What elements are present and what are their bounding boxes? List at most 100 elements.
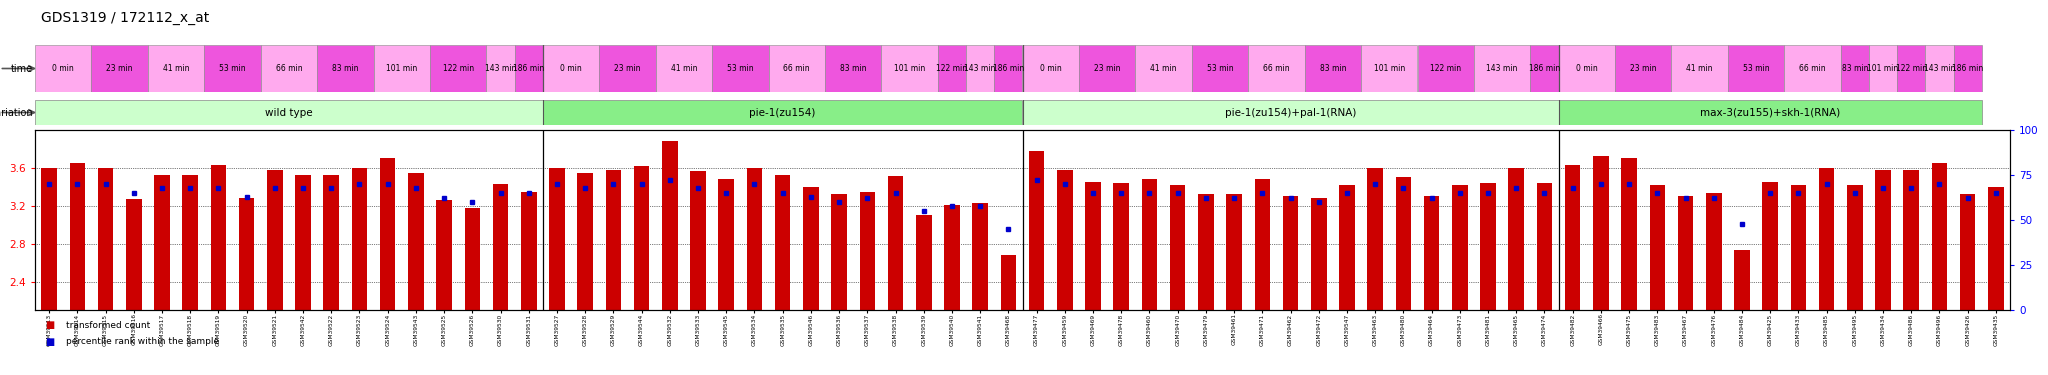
Bar: [1706, 194, 1722, 310]
Bar: [1896, 45, 1925, 92]
Text: 83 min: 83 min: [1319, 64, 1346, 73]
Bar: [944, 205, 961, 310]
Text: 122 min: 122 min: [442, 64, 473, 73]
Bar: [1362, 45, 1417, 92]
Text: wild type: wild type: [264, 108, 313, 117]
Text: pie-1(zu154): pie-1(zu154): [750, 108, 815, 117]
Bar: [373, 45, 430, 92]
Bar: [1247, 45, 1305, 92]
Bar: [748, 168, 762, 310]
Bar: [1001, 255, 1016, 310]
Bar: [317, 45, 373, 92]
Bar: [803, 187, 819, 310]
Bar: [1622, 158, 1636, 310]
Bar: [719, 179, 733, 310]
Text: 41 min: 41 min: [1151, 64, 1178, 73]
Bar: [1311, 198, 1327, 310]
Text: time: time: [10, 63, 33, 74]
Bar: [1255, 179, 1270, 310]
Bar: [1876, 170, 1890, 310]
Text: 53 min: 53 min: [219, 64, 246, 73]
Text: GDS1319 / 172112_x_at: GDS1319 / 172112_x_at: [41, 11, 209, 25]
Text: 0 min: 0 min: [1575, 64, 1597, 73]
Bar: [1593, 156, 1608, 310]
Text: 23 min: 23 min: [106, 64, 133, 73]
Bar: [1819, 168, 1835, 310]
Bar: [1022, 100, 1559, 125]
Bar: [266, 170, 283, 310]
Bar: [154, 174, 170, 310]
Bar: [578, 172, 594, 310]
Text: max-3(zu155)+skh-1(RNA): max-3(zu155)+skh-1(RNA): [1700, 108, 1841, 117]
Bar: [543, 100, 1022, 125]
Bar: [887, 176, 903, 310]
Bar: [147, 45, 205, 92]
Text: 101 min: 101 min: [1374, 64, 1405, 73]
Bar: [1452, 185, 1468, 310]
Text: 83 min: 83 min: [840, 64, 866, 73]
Bar: [1729, 45, 1784, 92]
Bar: [1847, 185, 1862, 310]
Text: 23 min: 23 min: [1094, 64, 1120, 73]
Bar: [260, 45, 317, 92]
Text: 53 min: 53 min: [1206, 64, 1233, 73]
Text: 143 min: 143 min: [965, 64, 995, 73]
Bar: [1481, 183, 1495, 310]
Text: 101 min: 101 min: [895, 64, 926, 73]
Bar: [938, 45, 967, 92]
Bar: [993, 45, 1022, 92]
Bar: [1057, 170, 1073, 310]
Text: percentile rank within the sample: percentile rank within the sample: [66, 338, 219, 346]
Bar: [408, 172, 424, 310]
Bar: [211, 165, 225, 310]
Text: 53 min: 53 min: [1743, 64, 1769, 73]
Bar: [1763, 182, 1778, 310]
Bar: [1841, 45, 1870, 92]
Bar: [1022, 45, 1079, 92]
Text: 0 min: 0 min: [561, 64, 582, 73]
Text: genotype/variation: genotype/variation: [0, 108, 33, 117]
Bar: [35, 100, 543, 125]
Bar: [1198, 194, 1214, 310]
Text: 66 min: 66 min: [1800, 64, 1827, 73]
Text: 41 min: 41 min: [164, 64, 188, 73]
Text: 143 min: 143 min: [1487, 64, 1518, 73]
Text: 143 min: 143 min: [1923, 64, 1956, 73]
Bar: [1135, 45, 1192, 92]
Bar: [606, 170, 621, 310]
Bar: [1423, 196, 1440, 310]
Bar: [98, 168, 113, 310]
Bar: [768, 45, 825, 92]
Bar: [1559, 100, 1982, 125]
Text: 186 min: 186 min: [1530, 64, 1561, 73]
Bar: [1559, 45, 1616, 92]
Text: 66 min: 66 min: [784, 64, 811, 73]
Text: 83 min: 83 min: [1841, 64, 1868, 73]
Bar: [1339, 185, 1354, 310]
Bar: [352, 168, 367, 310]
Text: 143 min: 143 min: [485, 64, 516, 73]
Text: ■: ■: [45, 337, 55, 347]
Bar: [1616, 45, 1671, 92]
Bar: [1649, 185, 1665, 310]
Bar: [1305, 45, 1362, 92]
Text: 41 min: 41 min: [1686, 64, 1712, 73]
Bar: [633, 166, 649, 310]
Bar: [549, 168, 565, 310]
Text: 0 min: 0 min: [1040, 64, 1061, 73]
Bar: [543, 45, 600, 92]
Bar: [295, 174, 311, 310]
Bar: [662, 141, 678, 310]
Bar: [240, 198, 254, 310]
Bar: [205, 45, 260, 92]
Text: 53 min: 53 min: [727, 64, 754, 73]
Text: 66 min: 66 min: [276, 64, 303, 73]
Bar: [1784, 45, 1841, 92]
Bar: [973, 203, 987, 310]
Bar: [1790, 185, 1806, 310]
Bar: [92, 45, 147, 92]
Bar: [127, 199, 141, 310]
Bar: [381, 158, 395, 310]
Text: 101 min: 101 min: [1868, 64, 1898, 73]
Bar: [465, 208, 479, 310]
